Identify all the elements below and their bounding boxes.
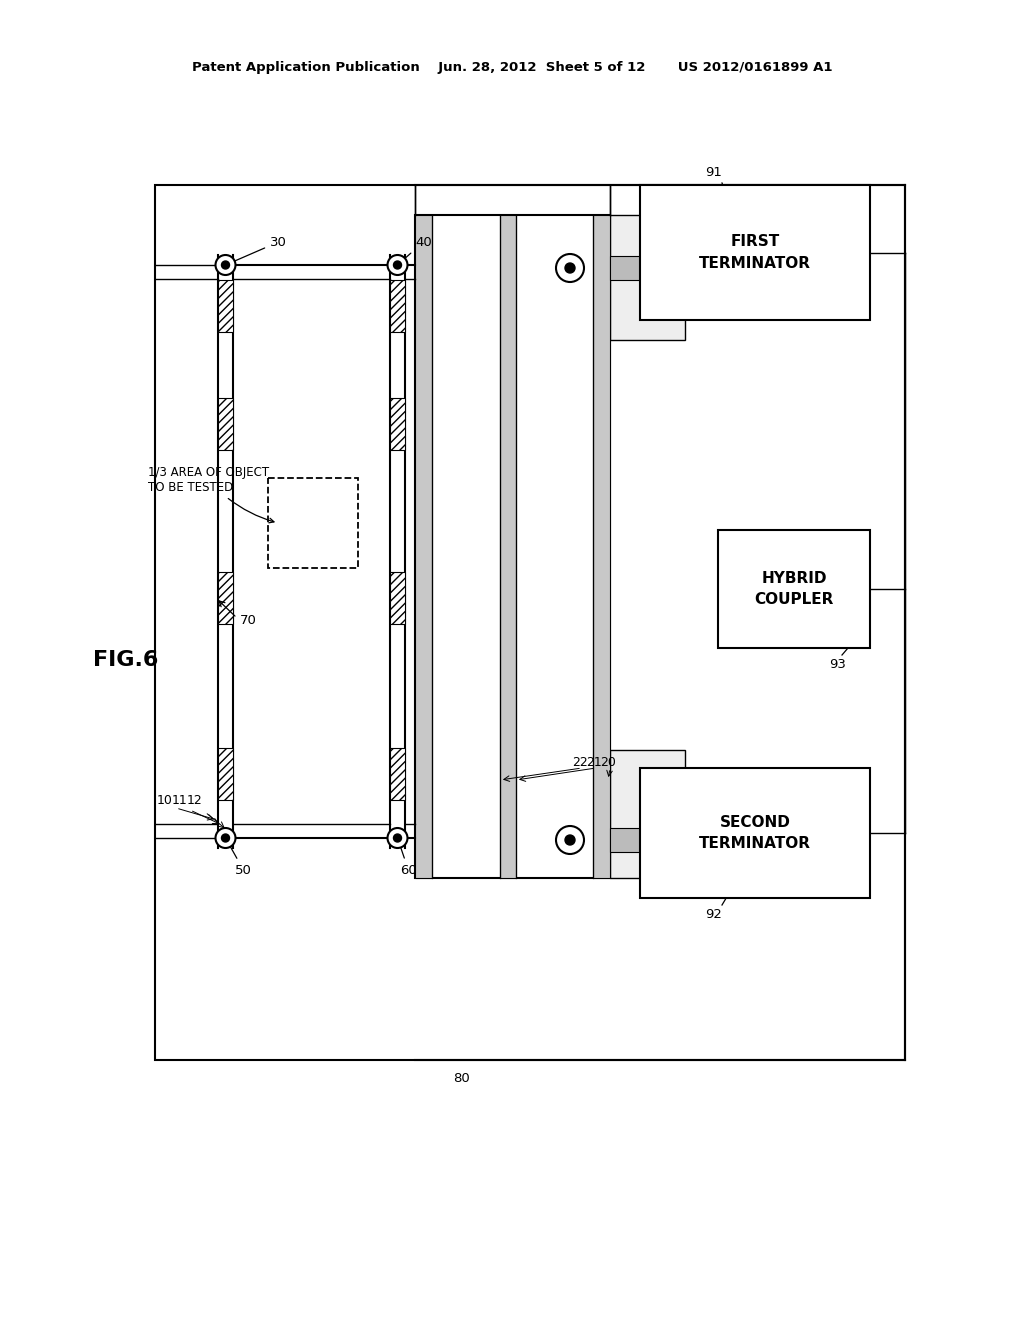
Text: 60: 60 [398,842,417,876]
Bar [415,215,610,878]
Text: 11: 11 [171,793,187,807]
Bar [718,531,870,648]
Text: HYBRID
COUPLER: HYBRID COUPLER [755,572,834,607]
Text: Patent Application Publication    Jun. 28, 2012  Sheet 5 of 12       US 2012/016: Patent Application Publication Jun. 28, … [191,62,833,74]
Text: 70: 70 [240,614,257,627]
Circle shape [556,253,584,282]
Text: 21: 21 [586,755,602,768]
Text: 1/3 AREA OF OBJECT
TO BE TESTED: 1/3 AREA OF OBJECT TO BE TESTED [148,466,274,523]
Bar [640,768,870,898]
Circle shape [221,261,229,269]
Circle shape [221,834,229,842]
Circle shape [387,828,408,847]
Text: 80: 80 [454,1072,470,1085]
Bar [390,572,406,624]
Text: 20: 20 [600,755,615,768]
Bar [415,215,432,878]
Circle shape [565,263,575,273]
Text: 30: 30 [229,235,287,264]
Circle shape [215,255,236,275]
Text: 92: 92 [706,908,723,921]
Bar [500,215,516,878]
Bar [390,280,406,333]
Text: 91: 91 [706,165,723,178]
Bar [390,748,406,800]
Bar [268,478,358,568]
Text: 22: 22 [572,755,588,768]
Circle shape [215,828,236,847]
Circle shape [393,834,401,842]
Bar [218,748,233,800]
Text: 50: 50 [227,842,252,876]
Text: 40: 40 [400,235,432,263]
Circle shape [387,255,408,275]
Text: 12: 12 [186,793,202,807]
Bar [640,185,870,319]
Bar [610,750,685,878]
Bar [593,215,610,878]
Bar [218,280,233,333]
Text: 10: 10 [157,793,173,807]
Text: FIG.6: FIG.6 [93,649,159,671]
Bar [610,256,650,280]
Text: SECOND
TERMINATOR: SECOND TERMINATOR [699,814,811,851]
Circle shape [556,826,584,854]
Circle shape [565,836,575,845]
Text: 93: 93 [829,659,847,672]
Bar [218,572,233,624]
Bar [218,399,233,450]
Bar [610,215,685,341]
Bar [610,828,650,851]
Bar [390,399,406,450]
Bar [155,185,905,1060]
Text: FIRST
TERMINATOR: FIRST TERMINATOR [699,235,811,271]
Circle shape [393,261,401,269]
